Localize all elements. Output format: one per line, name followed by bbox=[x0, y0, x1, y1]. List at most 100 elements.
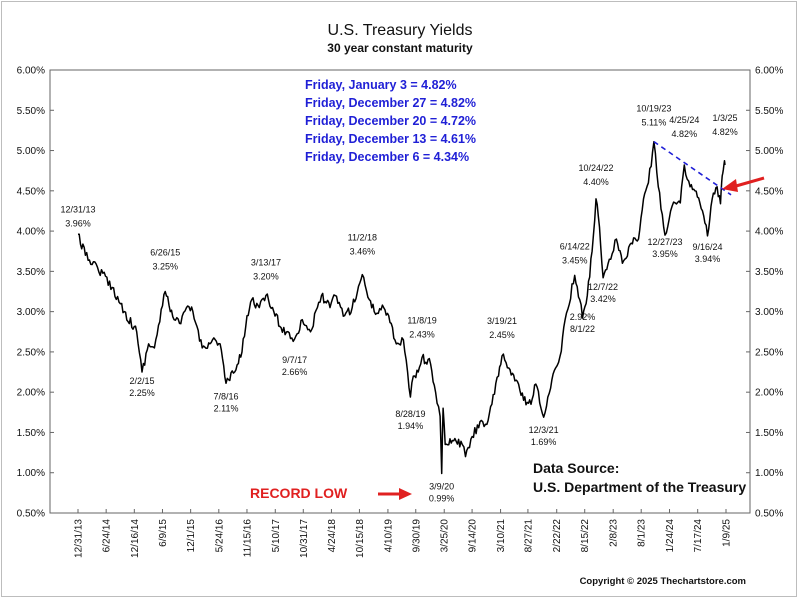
point-label-value: 3.94% bbox=[695, 254, 721, 264]
point-label-value: 4.40% bbox=[583, 177, 609, 187]
y-tick-label: 6.00% bbox=[755, 66, 783, 77]
y-axis-right: 0.50% 1.00% 1.50% 2.00% 2.50% 3.00% 3.50% 4.00%… bbox=[746, 66, 783, 520]
plot-area bbox=[49, 69, 751, 514]
point-label-date: 6/14/22 bbox=[560, 241, 590, 251]
x-tick-label: 9/30/19 bbox=[411, 519, 422, 553]
x-axis: 12/31/13 6/24/14 12/16/14 6/9/15 12/1/15 5/24… bbox=[74, 509, 733, 558]
copyright-text: Copyright © 2025 Thechartstore.com bbox=[580, 576, 746, 587]
y-tick-label: 2.50% bbox=[755, 347, 783, 358]
arrow-shaft bbox=[735, 176, 765, 188]
record-low-annotation: RECORD LOW bbox=[250, 485, 412, 501]
x-tick-label: 12/16/14 bbox=[130, 519, 141, 558]
x-tick-label: 5/24/16 bbox=[214, 519, 225, 553]
trendline bbox=[653, 141, 732, 196]
x-tick-label: 1/9/25 bbox=[722, 519, 733, 547]
point-label-value: 2.92% bbox=[570, 312, 596, 322]
x-tick-label: 12/1/15 bbox=[186, 519, 197, 553]
point-label-date: 3/19/21 bbox=[487, 316, 517, 326]
point-label-date: 7/8/16 bbox=[214, 391, 239, 401]
point-label-date: 8/1/22 bbox=[570, 324, 595, 334]
y-tick-label: 5.50% bbox=[17, 106, 45, 117]
x-tick-label: 2/22/22 bbox=[552, 519, 563, 553]
y-tick-label: 1.00% bbox=[17, 468, 45, 479]
x-tick-label: 11/15/16 bbox=[242, 519, 253, 558]
y-tick-label: 1.00% bbox=[755, 468, 783, 479]
x-tick-label: 8/27/21 bbox=[523, 519, 534, 553]
x-tick-label: 12/31/13 bbox=[74, 519, 85, 558]
latest-value-arrow bbox=[722, 176, 765, 192]
point-label-value: 3.46% bbox=[350, 247, 376, 257]
point-label-date: 10/19/23 bbox=[636, 104, 671, 114]
callout-line: Friday, December 20 = 4.72% bbox=[305, 114, 476, 128]
point-label-value: 4.82% bbox=[712, 127, 738, 137]
point-label-value: 3.20% bbox=[253, 272, 279, 282]
y-tick-label: 1.50% bbox=[17, 428, 45, 439]
point-labels: 12/31/13 3.96% 2/2/15 2.25% 6/26/15 3.25% 7/8/… bbox=[60, 104, 737, 504]
y-tick-label: 5.50% bbox=[755, 106, 783, 117]
x-tick-label: 10/31/17 bbox=[299, 519, 310, 558]
arrow-head bbox=[399, 488, 412, 500]
y-tick-label: 5.00% bbox=[755, 146, 783, 157]
point-label-date: 1/3/25 bbox=[713, 113, 738, 123]
point-label-value: 5.11% bbox=[641, 118, 666, 128]
x-tick-label: 9/14/20 bbox=[468, 519, 479, 553]
point-label-value: 3.45% bbox=[562, 255, 588, 265]
y-tick-label: 2.00% bbox=[755, 388, 783, 399]
y-tick-label: 0.50% bbox=[17, 509, 45, 520]
callout-line: Friday, December 13 = 4.61% bbox=[305, 132, 476, 146]
x-tick-label: 3/25/20 bbox=[440, 519, 451, 553]
point-label-value: 1.94% bbox=[398, 421, 424, 431]
point-label-date: 3/13/17 bbox=[251, 258, 281, 268]
chart-subtitle: 30 year constant maturity bbox=[327, 41, 473, 55]
point-label-value: 3.42% bbox=[590, 294, 616, 304]
point-label-date: 9/16/24 bbox=[692, 242, 722, 252]
point-label-date: 8/28/19 bbox=[395, 409, 425, 419]
point-label-date: 4/25/24 bbox=[669, 115, 699, 125]
y-tick-label: 0.50% bbox=[755, 509, 783, 520]
point-label-date: 10/24/22 bbox=[578, 163, 613, 173]
y-tick-label: 3.00% bbox=[17, 307, 45, 318]
point-label-value: 0.99% bbox=[429, 494, 455, 504]
point-label-value: 2.43% bbox=[409, 330, 435, 340]
chart-title: U.S. Treasury Yields bbox=[328, 22, 473, 39]
data-source-text: U.S. Department of the Treasury bbox=[533, 479, 746, 495]
point-label-date: 12/27/23 bbox=[647, 237, 682, 247]
y-tick-label: 3.50% bbox=[17, 267, 45, 278]
series-layer bbox=[77, 140, 726, 475]
arrow-head bbox=[722, 179, 738, 192]
x-tick-label: 4/10/19 bbox=[383, 519, 394, 553]
y-tick-label: 4.00% bbox=[17, 227, 45, 238]
point-label-value: 2.45% bbox=[489, 330, 515, 340]
y-tick-label: 6.00% bbox=[17, 66, 45, 77]
y-tick-label: 4.50% bbox=[755, 186, 783, 197]
x-tick-label: 10/15/18 bbox=[355, 519, 366, 558]
y-tick-label: 2.00% bbox=[17, 388, 45, 399]
point-label-date: 11/2/18 bbox=[348, 233, 377, 243]
point-label-date: 12/7/22 bbox=[588, 282, 618, 292]
y-tick-label: 4.00% bbox=[755, 227, 783, 238]
point-label-date: 2/2/15 bbox=[130, 376, 155, 386]
x-tick-label: 8/15/22 bbox=[580, 519, 591, 553]
point-label-date: 12/31/13 bbox=[60, 204, 95, 214]
callout-box: Friday, January 3 = 4.82% Friday, Decemb… bbox=[305, 78, 476, 164]
point-label-date: 9/7/17 bbox=[282, 355, 307, 365]
y-tick-label: 5.00% bbox=[17, 146, 45, 157]
x-tick-label: 6/9/15 bbox=[158, 519, 169, 547]
point-label-value: 2.11% bbox=[214, 403, 239, 413]
x-tick-label: 8/1/23 bbox=[637, 519, 648, 547]
x-tick-label: 1/24/24 bbox=[665, 519, 676, 553]
yield-series-line bbox=[77, 140, 726, 475]
point-label-value: 3.25% bbox=[152, 262, 178, 272]
y-tick-label: 1.50% bbox=[755, 428, 783, 439]
y-axis-left: 0.50% 1.00% 1.50% 2.00% 2.50% 3.00% 3.50% 4.00%… bbox=[17, 66, 54, 520]
x-tick-label: 4/24/18 bbox=[327, 519, 338, 553]
data-source-heading: Data Source: bbox=[533, 460, 619, 476]
y-tick-label: 3.50% bbox=[755, 267, 783, 278]
point-label-value: 1.69% bbox=[531, 437, 557, 447]
point-label-value: 3.96% bbox=[65, 218, 91, 228]
callout-line: Friday, December 6 = 4.34% bbox=[305, 150, 469, 164]
x-tick-label: 3/10/21 bbox=[496, 519, 507, 553]
y-tick-label: 2.50% bbox=[17, 347, 45, 358]
